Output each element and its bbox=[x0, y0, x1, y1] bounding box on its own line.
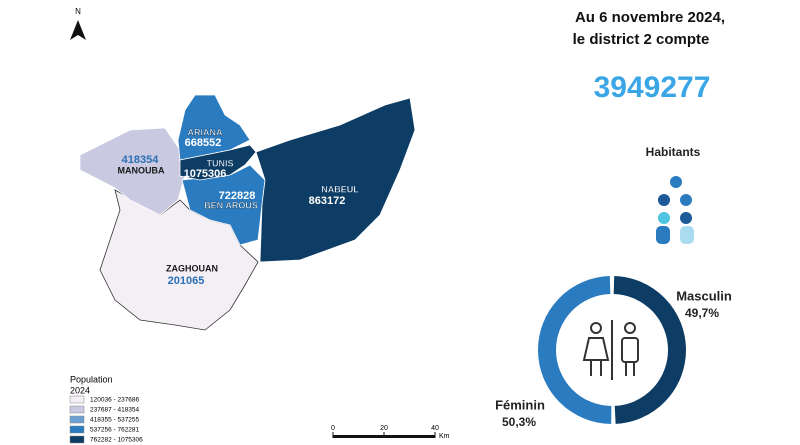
region-population: 418354 bbox=[122, 154, 160, 166]
legend-label: 418355 - 537255 bbox=[90, 417, 140, 424]
header-line: Au 6 novembre 2024, bbox=[575, 9, 725, 26]
region-shape bbox=[177, 94, 251, 161]
region-population: 201065 bbox=[168, 275, 205, 287]
legend-swatch bbox=[69, 425, 85, 434]
region-population: 1075306 bbox=[184, 168, 227, 180]
legend: 120036 - 237686 237687 - 418354 418355 - 5… bbox=[69, 395, 143, 444]
region-name: MANOUBA bbox=[118, 165, 165, 175]
header-line: le district 2 compte bbox=[573, 31, 710, 48]
legend-swatch bbox=[69, 415, 85, 424]
people-icon bbox=[656, 176, 694, 244]
north-label: N bbox=[75, 7, 81, 16]
legend-swatch bbox=[69, 435, 85, 444]
region-shape bbox=[79, 127, 186, 216]
scale-tick-label: 20 bbox=[380, 425, 388, 432]
donut-segment bbox=[613, 276, 686, 424]
region-shape bbox=[181, 164, 266, 246]
north-arrow bbox=[70, 20, 86, 40]
legend-title: Population bbox=[70, 374, 113, 384]
region-shape bbox=[255, 97, 416, 263]
scale-tick-label: 0 bbox=[331, 425, 335, 432]
scale-unit: Km bbox=[439, 433, 450, 440]
region-population: 722828 bbox=[219, 190, 256, 202]
region-shape bbox=[99, 189, 259, 331]
region-name: TUNIS bbox=[207, 158, 234, 168]
donut-category: Féminin bbox=[495, 397, 545, 412]
region-population: 863172 bbox=[309, 195, 346, 207]
region-name: ARIANA bbox=[188, 127, 223, 137]
region-name: NABEUL bbox=[321, 184, 359, 194]
legend-swatch bbox=[69, 405, 85, 414]
gender-donut bbox=[538, 276, 686, 424]
donut-segment bbox=[538, 276, 612, 424]
gender-icon bbox=[582, 320, 639, 380]
legend-label: 762282 - 1075306 bbox=[90, 437, 143, 444]
legend-swatch bbox=[69, 395, 85, 404]
legend-label: 537256 - 762281 bbox=[90, 427, 140, 434]
region-population: 668552 bbox=[185, 137, 222, 149]
donut-value-label: 49,7% bbox=[685, 306, 719, 320]
legend-subtitle: 2024 bbox=[70, 385, 90, 395]
legend-label: 237687 - 418354 bbox=[90, 407, 140, 414]
inhabitants-label: Habitants bbox=[646, 145, 701, 159]
region-shape bbox=[179, 144, 257, 181]
total-population: 3949277 bbox=[594, 71, 711, 104]
legend-label: 120036 - 237686 bbox=[90, 397, 140, 404]
donut-category: Masculin bbox=[676, 288, 732, 303]
donut-value-label: 50,3% bbox=[502, 415, 536, 429]
region-name: BEN AROUS bbox=[204, 200, 258, 210]
scale-tick-label: 40 bbox=[431, 425, 439, 432]
region-name: ZAGHOUAN bbox=[166, 263, 218, 273]
